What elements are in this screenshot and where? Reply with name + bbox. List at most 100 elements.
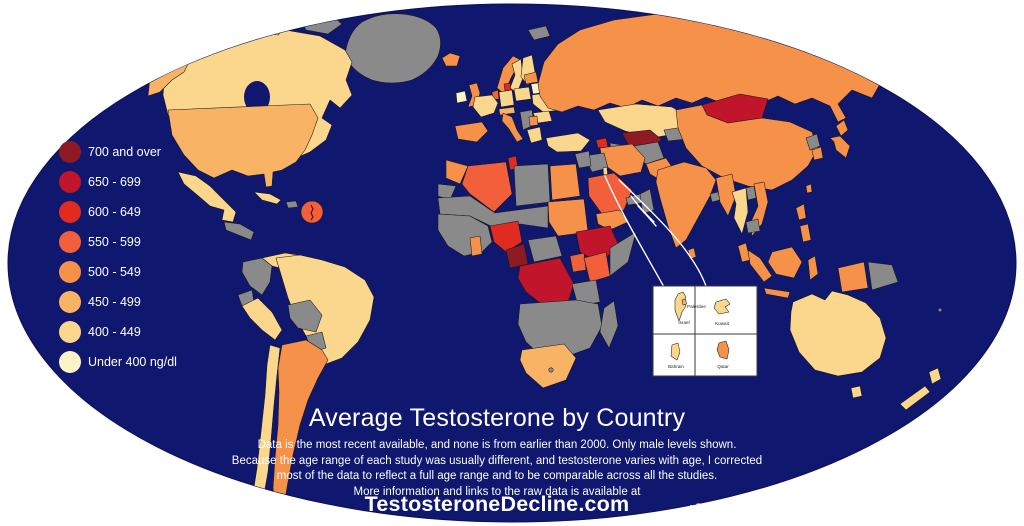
inset-shape-qatar [716, 340, 730, 360]
country-hispaniola [285, 200, 299, 209]
legend-swatch-600-649 [59, 201, 81, 223]
inset-shape-kuwait [713, 298, 731, 315]
legend-label-650-699: 650 - 699 [88, 175, 141, 189]
country-japan-north [835, 119, 849, 137]
version-label: v7 - 10/12/23 [689, 502, 755, 514]
country-borneo [767, 246, 803, 279]
inset-label-palestine: Palestine [687, 304, 706, 309]
country-australia [789, 290, 887, 377]
country-southern-africa [517, 299, 603, 359]
country-india [655, 161, 717, 249]
country-yemen [595, 209, 629, 231]
country-libya [513, 163, 551, 207]
country-sudan [547, 198, 589, 237]
country-nz-north [928, 367, 942, 385]
country-ireland [455, 90, 468, 104]
country-bolivia [287, 299, 323, 333]
country-south-korea [811, 146, 824, 161]
country-cambodia [745, 218, 761, 234]
country-papua-new-guinea [867, 261, 899, 291]
country-north-korea [805, 133, 821, 151]
country-fiji [937, 307, 943, 313]
country-morocco [445, 159, 469, 185]
country-cameroon [505, 243, 529, 269]
legend-label-400-449: 400 - 449 [88, 325, 141, 339]
legend-swatch-under-400 [59, 351, 81, 373]
country-italy [501, 112, 524, 143]
country-laos [745, 185, 757, 201]
connector-line-israel [604, 175, 665, 288]
country-saudi-arabia [587, 172, 633, 215]
country-south-africa [519, 343, 577, 389]
country-cuba [253, 191, 282, 205]
legend-label-600-649: 600 - 649 [88, 205, 141, 219]
inset-shape-bahrain [670, 342, 681, 361]
country-spain [454, 121, 489, 143]
country-baltics [523, 71, 539, 85]
subtitle-line-1: Data is the most recent available, and n… [257, 439, 737, 451]
country-nigeria [489, 220, 523, 253]
country-lesotho [548, 367, 554, 373]
inset-background [652, 285, 758, 377]
country-ghana [469, 235, 483, 257]
legend-swatch-550-599 [59, 231, 81, 253]
inset-label-bahrain: Bahrain [668, 364, 684, 369]
country-west-papua [837, 261, 869, 293]
country-sumatra [747, 249, 773, 283]
country-egypt [549, 163, 581, 201]
country-myanmar [715, 173, 737, 217]
country-argentina [272, 339, 329, 509]
subtitle-line-3: most of the data to reflect a full age r… [276, 470, 718, 483]
country-japan-main [829, 135, 851, 159]
country-syria-jordan [574, 150, 592, 169]
inset-shape-israel [674, 291, 687, 322]
country-philippines-north [795, 203, 807, 221]
country-tasmania [850, 385, 863, 399]
legend-swatch-500-549 [59, 261, 81, 283]
legend-swatch-400-449 [59, 321, 81, 343]
legend: 700 and over 650 - 699 600 - 649 550 - 5… [59, 141, 177, 373]
country-usa [167, 103, 319, 188]
legend-label-500-549: 500 - 549 [88, 265, 141, 279]
country-germany [498, 89, 515, 108]
country-oman [639, 188, 655, 215]
country-sulawesi [807, 255, 819, 281]
inset-shape-palestine [681, 298, 687, 306]
connector-branch-qatar [637, 205, 657, 227]
country-central-africa [527, 235, 563, 263]
map-title: Average Testosterone by Country [308, 404, 686, 432]
inset-box: Palestine Israel Kuwait Bahrain Qatar [652, 285, 758, 377]
country-france [472, 94, 499, 118]
country-iceland [441, 52, 461, 67]
country-greece [526, 126, 543, 144]
inset-connectors [604, 175, 707, 288]
legend-label-under-400: Under 400 ng/dl [88, 355, 177, 369]
inset-label-kuwait: Kuwait [715, 321, 730, 326]
caribbean-islands-marks [310, 204, 314, 221]
country-uganda [569, 252, 587, 273]
country-nz-south [899, 385, 931, 411]
legend-swatch-450-499 [59, 291, 81, 313]
legend-swatch-700-plus [59, 141, 81, 163]
country-taiwan [805, 183, 813, 194]
country-colombia [241, 257, 273, 296]
legend-swatch-650-699 [59, 171, 81, 193]
connector-line-gulf [618, 179, 707, 287]
legend-label-550-599: 550 - 599 [88, 235, 141, 249]
country-china [675, 104, 819, 191]
country-denmark [503, 82, 512, 92]
country-madagascar [599, 300, 619, 349]
hudson-bay [244, 81, 270, 113]
inset-label-israel: Israel [678, 320, 689, 325]
country-central-america [223, 221, 255, 241]
country-java [763, 287, 791, 299]
website-link[interactable]: TestosteroneDecline.com [364, 492, 630, 516]
map-subtitle: Data is the most recent available, and n… [0, 438, 994, 500]
country-tanzania [571, 279, 601, 307]
country-greenland [344, 13, 441, 84]
country-peru [241, 297, 283, 341]
country-somalia [609, 231, 637, 277]
subtitle-line-4: More information and links to the raw da… [353, 485, 641, 498]
